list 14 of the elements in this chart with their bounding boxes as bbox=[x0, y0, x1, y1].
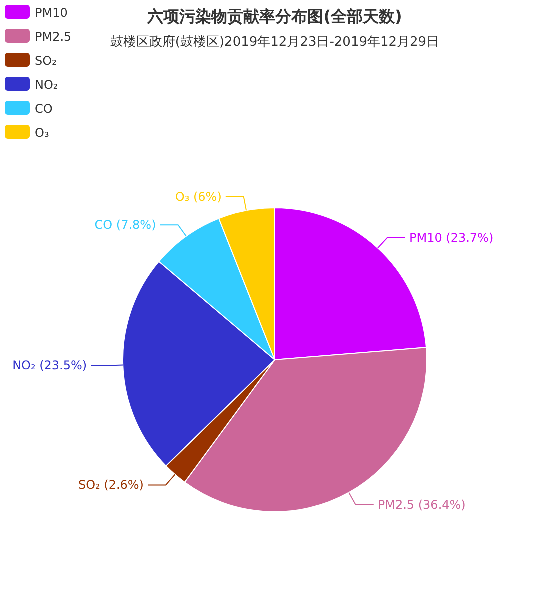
chart-title: 六项污染物贡献率分布图(全部天数) bbox=[146, 7, 402, 26]
legend-label: O₃ bbox=[35, 126, 50, 140]
data-label: PM2.5 (36.4%) bbox=[378, 498, 466, 512]
data-label: O₃ (6%) bbox=[175, 190, 222, 204]
legend-label: CO bbox=[35, 102, 53, 116]
data-label: NO₂ (23.5%) bbox=[12, 358, 88, 373]
data-label: CO (7.8%) bbox=[94, 218, 156, 232]
data-label: SO₂ (2.6%) bbox=[78, 478, 144, 492]
data-label: PM10 (23.7%) bbox=[409, 230, 494, 245]
legend-label: SO₂ bbox=[35, 54, 58, 68]
legend-label: NO₂ bbox=[35, 78, 58, 92]
legend-label: PM2.5 bbox=[35, 30, 72, 44]
legend-label: PM10 bbox=[35, 6, 68, 20]
text: 鼓楼区政府(鼓楼区)2019年12月23日-2019年12月29日 bbox=[110, 34, 440, 50]
